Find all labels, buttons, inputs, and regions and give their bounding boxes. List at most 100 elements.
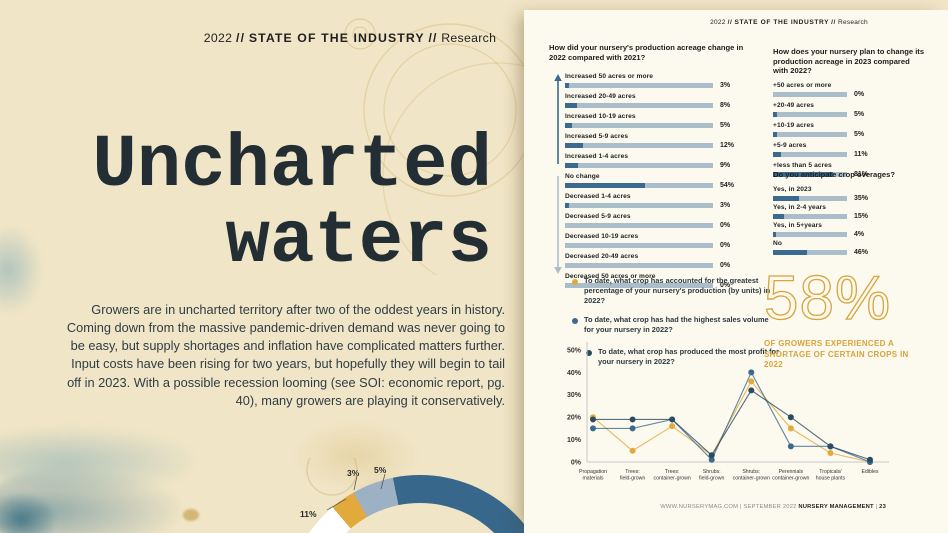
bar-value-label: 11% [854, 151, 868, 158]
bar-value-label: 9% [720, 162, 730, 169]
bar-category-label: No [773, 240, 903, 248]
bar-value-label: 0% [720, 222, 730, 229]
bar-fill [565, 123, 572, 128]
y-tick-label: 0% [571, 459, 582, 466]
bar-category-label: Decreased 20-49 acres [565, 253, 765, 261]
x-axis-label: Trees:container-grown [654, 469, 691, 481]
bar-category-label: Increased 50 acres or more [565, 73, 765, 81]
bar-row: +50 acres or more0% [773, 82, 903, 98]
x-axis-label: Shrubs:container-grown [733, 469, 770, 481]
bar-fill [565, 163, 578, 168]
data-point [788, 443, 794, 449]
bar-category-label: Increased 20-49 acres [565, 93, 765, 101]
legend-label: To date, what crop has accounted for the… [584, 276, 780, 305]
bar-row: No change54% [565, 173, 765, 189]
intro-paragraph: Growers are in uncharted territory after… [57, 301, 505, 410]
bar-value-label: 3% [720, 82, 730, 89]
bar-track [773, 152, 847, 157]
bar-row: +5-9 acres11% [773, 142, 903, 158]
data-point [669, 423, 675, 429]
data-point [827, 443, 833, 449]
bar-row: +20-49 acres5% [773, 102, 903, 118]
bar-category-label: Yes, in 2023 [773, 186, 903, 194]
bar-fill [565, 143, 583, 148]
kicker-divider: // [236, 31, 245, 45]
data-point [709, 452, 715, 458]
bar-track [565, 163, 713, 168]
x-axis-label: Tropicals/house plants [816, 469, 846, 481]
x-axis-label: Trees:field-grown [620, 469, 645, 481]
bar-category-label: Decreased 5-9 acres [565, 213, 765, 221]
x-axis-label: Perennialscontainer-grown [772, 469, 809, 481]
bar-track [773, 132, 847, 137]
bar-row: Yes, in 202335% [773, 186, 903, 202]
bar-track [565, 183, 713, 188]
data-point [669, 416, 675, 422]
data-point [630, 416, 636, 422]
bar-value-label: 0% [720, 262, 730, 269]
ink-blot [183, 509, 199, 521]
bar-track [773, 232, 847, 237]
bar-row: No46% [773, 240, 903, 256]
bar-category-label: +less than 5 acres [773, 162, 903, 170]
stat-value: 58% [764, 268, 929, 330]
bar-row: Increased 1-4 acres9% [565, 153, 765, 169]
bar-track [565, 243, 713, 248]
watercolor-splash [0, 428, 193, 490]
question-acreage-plan-2023: How does your nursery plan to change its… [773, 47, 925, 76]
bar-value-label: 5% [720, 122, 730, 129]
y-tick-label: 50% [567, 347, 582, 354]
bar-value-label: 4% [854, 231, 864, 238]
bar-fill [565, 183, 645, 188]
legend-item-sales-volume: To date, what crop has had the highest s… [572, 315, 780, 335]
kicker-title: STATE OF THE INDUSTRY [249, 31, 425, 45]
footer-separator: | [740, 504, 742, 510]
magazine-spread: 2022 // STATE OF THE INDUSTRY // Researc… [0, 0, 948, 533]
bar-chart-crop-overages: Yes, in 202335%Yes, in 2-4 years15%Yes, … [773, 186, 903, 258]
legend-label: To date, what crop has had the highest s… [584, 315, 780, 335]
data-point [748, 387, 754, 393]
bar-category-label: Increased 10-19 acres [565, 113, 765, 121]
footer-magazine: NURSERY MANAGEMENT [798, 504, 873, 510]
data-point [867, 457, 873, 463]
bar-fill [565, 83, 569, 88]
bar-value-label: 0% [720, 242, 730, 249]
bar-category-label: +10-19 acres [773, 122, 903, 130]
data-point [827, 450, 833, 456]
gold-dot-icon [572, 279, 578, 285]
bar-value-label: 5% [854, 131, 864, 138]
bar-track [773, 250, 847, 255]
bar-value-label: 35% [854, 195, 868, 202]
bar-track [565, 203, 713, 208]
kicker-year: 2022 [204, 31, 233, 45]
bar-category-label: +20-49 acres [773, 102, 903, 110]
kicker-title: STATE OF THE INDUSTRY [735, 19, 830, 26]
data-point [788, 425, 794, 431]
y-tick-label: 30% [567, 392, 582, 399]
increase-decrease-arrows [552, 72, 564, 276]
x-axis-label: Edibles [861, 469, 878, 475]
data-point [788, 414, 794, 420]
x-axis-label: Propagationmaterials [579, 469, 607, 481]
footer-page-number: 23 [879, 504, 886, 510]
bar-track [773, 196, 847, 201]
bar-category-label: Decreased 1-4 acres [565, 193, 765, 201]
kicker-category: Research [441, 31, 496, 45]
bar-chart-acreage-2022: Increased 50 acres or more3%Increased 20… [565, 73, 765, 293]
bar-category-label: Decreased 10-19 acres [565, 233, 765, 241]
kicker-year: 2022 [710, 19, 725, 26]
data-point [630, 448, 636, 454]
question-acreage-2022: How did your nursery's production acreag… [549, 43, 747, 62]
bar-track [773, 112, 847, 117]
bar-value-label: 3% [720, 202, 730, 209]
footer-website: WWW.NURSERYMAG.COM [660, 504, 738, 510]
bar-category-label: +50 acres or more [773, 82, 903, 90]
section-kicker-right: 2022 // STATE OF THE INDUSTRY // Researc… [664, 19, 914, 26]
bar-row: Increased 20-49 acres8% [565, 93, 765, 109]
page-footer: WWW.NURSERYMAG.COM | SEPTEMBER 2022 NURS… [624, 504, 886, 510]
bar-row: Decreased 10-19 acres0% [565, 233, 765, 249]
bar-track [565, 123, 713, 128]
crop-line-chart: 50%40%30%20%10%0%PropagationmaterialsTre… [543, 336, 893, 496]
bar-value-label: 54% [720, 182, 734, 189]
y-tick-label: 20% [567, 415, 582, 422]
